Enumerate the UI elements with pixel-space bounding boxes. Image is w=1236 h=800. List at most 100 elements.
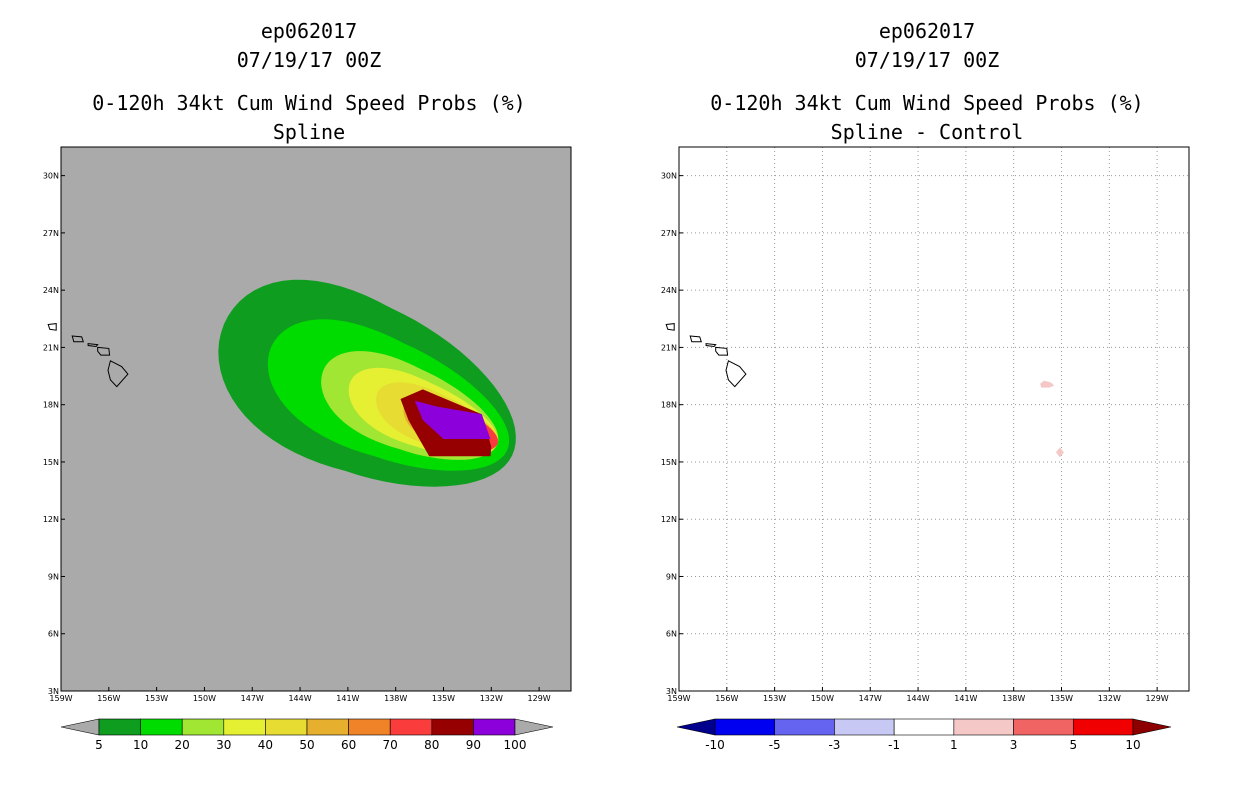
left-xtick-label: 150W [193, 694, 216, 703]
right-colorbar-label: 3 [1010, 738, 1018, 752]
difference-colorbar: -10 -5 -3 -1 1 3 5 10 [676, 718, 1172, 752]
left-ytick-label: 27N [43, 229, 59, 238]
right-ytick-label: 21N [661, 343, 677, 352]
left-colorbar-label: 5 [95, 738, 103, 752]
left-colorbar-swatch [306, 718, 349, 736]
right-xtick-label: 141W [954, 694, 977, 703]
left-colorbar-swatch [223, 718, 266, 736]
right-colorbar-swatch [953, 718, 1014, 736]
left-xtick-label: 156W [97, 694, 120, 703]
difference-spot-0 [1040, 380, 1055, 388]
right-map-panel: 159W 156W 153W 150W 147W 144W 141W 138W 135W 132W… [661, 146, 1190, 703]
left-map-panel: 159W 156W 153W 150W 147W 144W 141W 138W 135W 132W… [43, 146, 572, 703]
right-colorbar-swatch [1072, 718, 1134, 736]
left-ytick-label: 21N [43, 343, 59, 352]
left-title-storm-id: ep062017 [261, 19, 357, 43]
left-colorbar-arrow-high [514, 718, 554, 736]
difference-spots [1040, 380, 1064, 458]
left-xtick-label: 138W [384, 694, 407, 703]
probability-colorbar: 5 10 20 30 40 50 60 70 80 90 100 [60, 718, 554, 752]
right-title-storm-id: ep062017 [879, 19, 975, 43]
left-title-product: 0-120h 34kt Cum Wind Speed Probs (%) [92, 91, 525, 115]
left-axis-ticks: 159W 156W 153W 150W 147W 144W 141W 138W 135W 132W… [43, 172, 551, 703]
left-xtick-label: 135W [432, 694, 455, 703]
island-outline-4 [107, 360, 129, 388]
left-ytick-label: 12N [43, 515, 59, 524]
right-colorbar-swatch [893, 718, 955, 736]
left-colorbar-label: 20 [175, 738, 190, 752]
left-map-frame [60, 146, 572, 692]
right-title-product: 0-120h 34kt Cum Wind Speed Probs (%) [710, 91, 1143, 115]
right-ytick-label: 12N [661, 515, 677, 524]
right-colorbar-label: -3 [828, 738, 840, 752]
left-colorbar-swatch [431, 718, 474, 736]
island-outline-2 [705, 343, 717, 348]
left-xtick-label: 144W [288, 694, 311, 703]
right-xtick-label: 132W [1098, 694, 1121, 703]
left-ytick-label: 6N [48, 630, 59, 639]
island-outline-0 [665, 323, 675, 331]
right-ytick-label: 9N [666, 572, 677, 581]
probability-contours [218, 279, 516, 487]
left-xtick-label: 141W [336, 694, 359, 703]
right-ytick-label: 18N [661, 401, 677, 410]
left-colorbar-arrow-low [60, 718, 100, 736]
right-ytick-label: 27N [661, 229, 677, 238]
left-colorbar-swatch [140, 718, 183, 736]
left-colorbar-label: 80 [424, 738, 439, 752]
left-colorbar-swatch [265, 718, 308, 736]
left-xtick-label: 159W [49, 694, 72, 703]
left-colorbar-label: 60 [341, 738, 356, 752]
left-ytick-label: 9N [48, 572, 59, 581]
right-xtick-label: 153W [763, 694, 786, 703]
right-colorbar-label: -10 [705, 738, 725, 752]
left-colorbar-label: 10 [133, 738, 148, 752]
left-colorbar-label: 90 [466, 738, 481, 752]
left-xtick-label: 129W [528, 694, 551, 703]
left-xtick-label: 132W [480, 694, 503, 703]
island-outline-1 [71, 335, 84, 343]
right-colorbar-swatch [714, 718, 776, 736]
left-title-method: Spline [273, 120, 345, 144]
left-xtick-label: 153W [145, 694, 168, 703]
left-ytick-label: 3N [48, 687, 59, 696]
right-colorbar-swatch [1013, 718, 1074, 736]
left-colorbar-swatch [473, 718, 516, 736]
hawaii-islands-right [665, 323, 747, 388]
island-outline-3 [97, 346, 111, 356]
right-xtick-label: 159W [667, 694, 690, 703]
island-outline-4 [725, 360, 747, 388]
right-xtick-label: 138W [1002, 694, 1025, 703]
right-gridlines [679, 147, 1189, 691]
right-colorbar-label: -5 [769, 738, 781, 752]
left-colorbar-swatch [348, 718, 391, 736]
island-outline-3 [715, 346, 729, 356]
island-outline-2 [87, 343, 99, 348]
right-map-frame [678, 146, 1190, 692]
right-xtick-label: 147W [859, 694, 882, 703]
hawaii-islands [47, 323, 129, 388]
left-colorbar-swatch [98, 718, 141, 736]
right-colorbar-label: 1 [950, 738, 958, 752]
left-colorbar-label: 40 [258, 738, 273, 752]
island-outline-0 [47, 323, 57, 331]
right-axis-ticks: 159W 156W 153W 150W 147W 144W 141W 138W 135W 132W… [661, 172, 1169, 703]
right-colorbar-swatch [834, 718, 895, 736]
difference-spot-1 [1055, 447, 1064, 458]
right-colorbar-arrow-high [1132, 718, 1172, 736]
right-title-method: Spline - Control [831, 120, 1024, 144]
left-ytick-label: 18N [43, 401, 59, 410]
right-xtick-label: 156W [715, 694, 738, 703]
right-map-background [679, 147, 1189, 691]
right-xtick-label: 129W [1146, 694, 1169, 703]
left-colorbar-label: 100 [504, 738, 527, 752]
right-ytick-label: 6N [666, 630, 677, 639]
right-ytick-label: 3N [666, 687, 677, 696]
right-colorbar-label: -1 [888, 738, 900, 752]
left-ytick-label: 15N [43, 458, 59, 467]
left-title-datetime: 07/19/17 00Z [237, 48, 382, 72]
left-ytick-label: 30N [43, 172, 59, 181]
left-xtick-label: 147W [241, 694, 264, 703]
left-colorbar-swatch [181, 718, 225, 736]
